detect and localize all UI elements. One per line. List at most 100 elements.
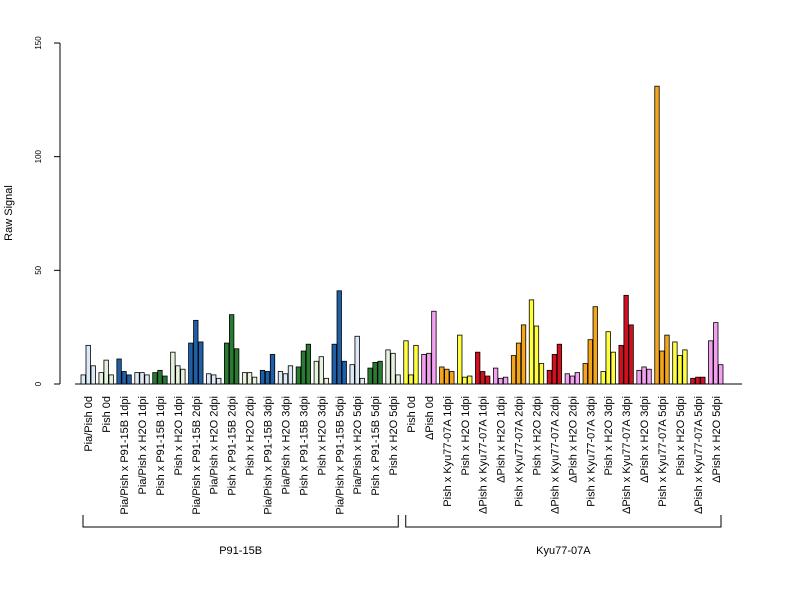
category-label: Pia/Pish x H2O 5dpi	[352, 396, 364, 494]
category-label: Pish x P91-15B 1dpi	[155, 396, 167, 496]
category-label: Pish 0d	[101, 396, 113, 433]
bar	[569, 375, 575, 385]
bar	[690, 377, 696, 385]
category-label: Pish x H2O 2dpi	[531, 396, 543, 475]
category-label: Pish x P91-15B 5dpi	[370, 396, 382, 496]
group-label: P91-15B	[219, 545, 262, 557]
bar	[431, 310, 437, 385]
category-label: ΔPish x H2O 3dpi	[639, 396, 651, 483]
group-bracket	[82, 515, 399, 528]
bar	[277, 371, 284, 385]
bar	[318, 356, 324, 385]
bar	[170, 351, 176, 385]
bar	[551, 354, 558, 385]
category-label: ΔPish x Kyu77-07A 1dpi	[478, 396, 490, 514]
bar	[564, 373, 570, 385]
bar-layer	[80, 85, 724, 385]
category-label: ΔPish x H2O 1dpi	[496, 396, 508, 483]
bar	[390, 352, 396, 385]
bar	[556, 343, 563, 385]
bar	[515, 342, 522, 385]
label-layer: Pia/Pish 0d Pish 0d Pia/Pish x P91-15B 1dp…	[82, 396, 723, 557]
bar	[269, 354, 276, 385]
bar	[144, 374, 150, 385]
bar	[413, 344, 419, 385]
category-label: Pish x H2O 3dpi	[603, 396, 615, 475]
bar	[198, 341, 204, 385]
bar	[162, 375, 168, 385]
bar	[377, 360, 383, 385]
bar	[134, 372, 140, 385]
bar	[331, 343, 337, 385]
category-label: Pia/Pish x H2O 2dpi	[209, 396, 221, 494]
category-label: ΔPish x Kyu77-07A 5dpi	[693, 396, 705, 514]
bar	[341, 360, 347, 385]
bar	[395, 374, 401, 385]
category-label: Pish x H2O 5dpi	[388, 396, 400, 475]
category-label: Pia/Pish x P91-15B 5dpi	[334, 396, 346, 515]
bar	[211, 374, 217, 385]
bar	[628, 324, 634, 385]
bar	[98, 372, 104, 385]
category-label: ΔPish x Kyu77-07A 2dpi	[549, 396, 561, 514]
bar	[457, 334, 463, 385]
bar	[672, 341, 678, 385]
bar	[439, 366, 445, 385]
bar	[259, 369, 266, 385]
bar	[485, 375, 491, 385]
category-label: Pish 0d	[406, 396, 418, 433]
bar	[349, 364, 355, 385]
bar	[359, 377, 365, 385]
bar	[224, 342, 230, 385]
y-tick-label: 150	[34, 36, 43, 50]
bar	[85, 344, 91, 385]
bar	[193, 319, 199, 385]
bar	[605, 331, 611, 385]
bar	[305, 343, 312, 385]
bar	[139, 372, 145, 385]
category-label: Pish x Kyu77-07A 2dpi	[514, 396, 526, 507]
bar	[216, 377, 222, 385]
bar	[708, 340, 714, 385]
bar	[282, 373, 289, 385]
bar	[610, 351, 616, 385]
bar	[502, 376, 509, 385]
bar	[467, 375, 473, 385]
category-label: Pish x P91-15B 3dpi	[298, 396, 310, 496]
category-label: Pish x H2O 2dpi	[245, 396, 257, 475]
bar	[623, 294, 629, 385]
bar	[121, 371, 127, 385]
bar	[313, 360, 319, 385]
category-label: ΔPish x H2O 2dpi	[567, 396, 579, 483]
bar	[108, 374, 114, 385]
axis-layer: 0 50 100 150	[34, 36, 742, 386]
category-label: Pia/Pish x H2O 3dpi	[280, 396, 292, 494]
bar	[403, 340, 409, 385]
bar	[492, 367, 499, 385]
bar	[116, 358, 122, 385]
bar	[587, 339, 593, 385]
bar	[103, 359, 109, 385]
y-tick-label: 0	[34, 381, 43, 386]
category-label: Pia/Pish x P91-15B 2dpi	[191, 396, 203, 515]
bar	[264, 371, 271, 385]
bar	[206, 373, 212, 385]
bar	[354, 335, 360, 385]
category-label: Pish x H2O 5dpi	[675, 396, 687, 475]
bar	[241, 372, 248, 385]
bar	[385, 349, 391, 385]
bar	[528, 299, 535, 385]
bar	[372, 361, 378, 385]
bar	[718, 364, 724, 385]
bar	[664, 334, 670, 385]
bar	[682, 349, 688, 385]
bar	[180, 368, 186, 385]
category-label: Pish x H2O 1dpi	[173, 396, 185, 475]
bar	[677, 355, 683, 385]
category-label: Pish x P91-15B 2dpi	[227, 396, 239, 496]
bar	[592, 306, 598, 385]
bar	[700, 376, 706, 385]
category-label: Pia/Pish x P91-15B 3dpi	[263, 396, 275, 515]
bar	[126, 374, 132, 385]
